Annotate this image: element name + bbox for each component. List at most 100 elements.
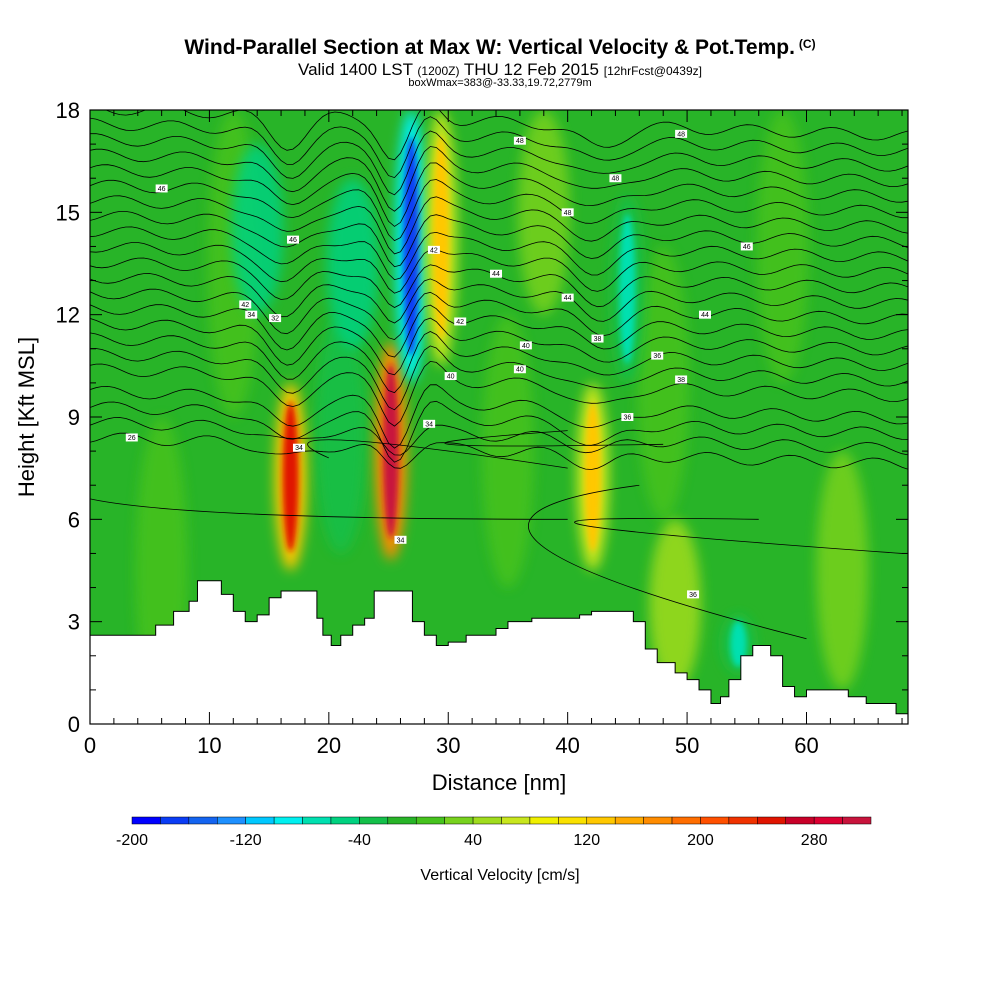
theta-contour-label: 42 bbox=[454, 317, 467, 326]
colorbar-tick-label: -40 bbox=[348, 832, 371, 849]
colorbar-title: Vertical Velocity [cm/s] bbox=[420, 867, 579, 884]
theta-label-text: 40 bbox=[516, 367, 524, 374]
theta-contour-label: 34 bbox=[394, 535, 407, 544]
subtitle-forecast: [12hrFcst@0439z] bbox=[603, 64, 702, 78]
theta-contour-label: 34 bbox=[245, 310, 258, 319]
colorbar-tick-label: 40 bbox=[464, 832, 482, 849]
theta-contour bbox=[90, 162, 908, 227]
theta-label-text: 46 bbox=[158, 186, 166, 193]
colorbar-swatch bbox=[330, 816, 360, 825]
theta-label-text: 44 bbox=[492, 271, 500, 278]
colorbar-swatch bbox=[558, 816, 588, 825]
colorbar-swatch bbox=[757, 816, 786, 825]
theta-label-text: 44 bbox=[564, 295, 572, 302]
colorbar-tick-label: 120 bbox=[573, 832, 600, 849]
theta-contour bbox=[90, 288, 908, 341]
x-tick-label: 0 bbox=[84, 733, 96, 758]
velocity-field bbox=[135, 110, 869, 724]
theta-contour bbox=[90, 130, 908, 196]
theta-contour bbox=[90, 498, 568, 520]
theta-contour bbox=[90, 210, 908, 268]
field-patch bbox=[481, 314, 534, 588]
colorbar-swatch bbox=[387, 816, 417, 825]
theta-contour-label: 48 bbox=[513, 136, 526, 145]
theta-contour-label: 42 bbox=[427, 245, 440, 254]
theta-contour bbox=[90, 360, 908, 427]
theta-contour bbox=[90, 400, 908, 463]
theta-contour bbox=[574, 517, 903, 554]
field-patch bbox=[756, 110, 809, 383]
colorbar-swatch bbox=[160, 816, 190, 825]
theta-contour-label: 48 bbox=[561, 208, 574, 217]
theta-contour bbox=[90, 432, 908, 470]
theta-contour-label: 38 bbox=[675, 375, 688, 384]
theta-contour bbox=[90, 317, 908, 376]
field-patch bbox=[816, 451, 869, 690]
velocity-feature-core bbox=[382, 363, 399, 539]
theta-label-text: 38 bbox=[594, 336, 602, 343]
x-tick-label: 60 bbox=[794, 733, 818, 758]
y-tick-label: 15 bbox=[56, 200, 80, 225]
field-patch bbox=[649, 519, 702, 690]
page-title: Wind-Parallel Section at Max W: Vertical… bbox=[0, 36, 1000, 60]
theta-contour-label: 44 bbox=[490, 269, 503, 278]
colorbar-tick-label: 280 bbox=[801, 832, 828, 849]
theta-contour bbox=[528, 484, 807, 640]
theta-contour-label: 34 bbox=[423, 419, 436, 428]
theta-contour-label: 44 bbox=[561, 293, 574, 302]
theta-label-text: 36 bbox=[623, 415, 631, 422]
y-tick-label: 6 bbox=[68, 507, 80, 532]
velocity-feature-core bbox=[584, 401, 601, 552]
theta-label-text: 36 bbox=[689, 592, 697, 599]
y-tick-label: 18 bbox=[56, 98, 80, 123]
theta-contour-label: 38 bbox=[591, 334, 604, 343]
y-tick-label: 3 bbox=[68, 610, 80, 635]
colorbar-swatch bbox=[671, 816, 701, 825]
theta-contour bbox=[90, 195, 908, 255]
theta-label-text: 46 bbox=[289, 237, 297, 244]
theta-contour-label: 40 bbox=[513, 365, 526, 374]
theta-contour bbox=[444, 430, 664, 447]
theta-contour bbox=[90, 242, 908, 294]
theta-label-text: 34 bbox=[247, 312, 255, 319]
theta-contour bbox=[90, 304, 908, 358]
colorbar-swatch bbox=[842, 816, 872, 825]
colorbar-tick-label: 200 bbox=[687, 832, 714, 849]
colorbar-swatch bbox=[728, 816, 758, 825]
theta-label-text: 34 bbox=[425, 421, 433, 428]
colorbar-swatch bbox=[131, 816, 161, 825]
colorbar-swatch bbox=[501, 816, 531, 825]
theta-label-text: 38 bbox=[677, 377, 685, 384]
theta-contour-label: 36 bbox=[687, 590, 700, 599]
theta-label-text: 34 bbox=[295, 445, 303, 452]
box-max-note: boxWmax=383@-33.33,19.72,2779m bbox=[408, 77, 592, 89]
theta-label-text: 42 bbox=[430, 247, 438, 254]
theta-contour-label: 40 bbox=[519, 341, 532, 350]
theta-label-text: 40 bbox=[522, 343, 530, 350]
colorbar-swatch bbox=[700, 816, 730, 825]
theta-contour bbox=[307, 439, 568, 469]
plot-area: 26 32 34 34 34 34 36 36 36 38 38 40 40 40 42 42 42 44 44 44… bbox=[90, 110, 908, 724]
colorbar: -200 -120 -40 40 120 200 280 bbox=[116, 816, 872, 849]
field-patch bbox=[326, 178, 379, 349]
y-tick-label: 9 bbox=[68, 405, 80, 430]
theta-contour bbox=[105, 110, 908, 161]
x-tick-label: 10 bbox=[197, 733, 221, 758]
colorbar-swatch bbox=[785, 816, 815, 825]
colorbar-swatch bbox=[359, 816, 389, 825]
copyright-mark: (C) bbox=[798, 37, 816, 51]
theta-label-text: 32 bbox=[271, 316, 279, 323]
y-tick-label: 12 bbox=[56, 303, 80, 328]
x-tick-label: 40 bbox=[555, 733, 579, 758]
theta-contour-label: 32 bbox=[269, 314, 282, 323]
colorbar-swatch bbox=[614, 816, 644, 825]
title-text: Wind-Parallel Section at Max W: Vertical… bbox=[184, 36, 795, 59]
theta-contour bbox=[90, 146, 908, 212]
field-patch bbox=[231, 144, 284, 315]
theta-contour-label: 48 bbox=[609, 174, 622, 183]
subtitle-valid: Valid 1400 LST bbox=[298, 60, 413, 79]
colorbar-swatch bbox=[586, 816, 616, 825]
theta-label-text: 34 bbox=[397, 537, 405, 544]
